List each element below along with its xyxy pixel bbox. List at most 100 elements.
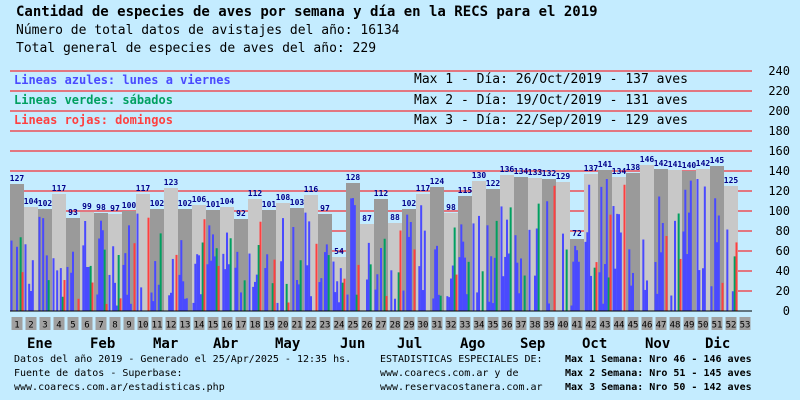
week-number-box [11,317,23,330]
week-value-label: 98 [96,203,106,212]
week-number-label: 37 [516,321,527,331]
y-tick-label: 140 [768,164,790,178]
week-number-label: 17 [236,321,247,331]
week-number-label: 18 [250,321,261,331]
week-number-label: 9 [126,321,131,331]
week-number-label: 32 [446,321,457,331]
week-bar [710,166,724,311]
week-number-box [25,317,37,330]
week-value-label: 123 [164,178,179,187]
week-number-label: 2 [28,321,33,331]
week-number-label: 30 [418,321,429,331]
week-value-label: 146 [640,155,655,164]
week-number-box [557,317,569,330]
week-number-label: 31 [432,321,443,331]
week-value-label: 115 [458,186,473,195]
week-value-label: 102 [150,199,165,208]
week-bar [164,188,178,311]
week-number-box [641,317,653,330]
week-number-label: 51 [712,321,723,331]
max-week-3: Max 3 Semana: Nro 50 - 142 aves [565,382,752,393]
week-number-label: 25 [348,321,359,331]
week-value-label: 141 [668,160,683,169]
legend-green: Lineas verdes: sábados [14,93,173,107]
week-number-box [389,317,401,330]
week-number-box [291,317,303,330]
week-number-box [585,317,597,330]
week-value-label: 102 [402,199,417,208]
week-bar [654,169,668,311]
week-value-label: 129 [556,172,571,181]
week-number-box [277,317,289,330]
max-day-1: Max 1 - Día: 26/Oct/2019 - 137 aves [414,72,688,87]
week-number-label: 45 [628,321,639,331]
week-number-label: 21 [292,321,303,331]
week-number-label: 49 [684,321,695,331]
week-number-box [193,317,205,330]
week-value-label: 125 [724,176,739,185]
week-value-label: 128 [346,173,361,182]
week-value-label: 97 [110,204,120,213]
week-value-label: 127 [10,174,25,183]
week-number-label: 33 [460,321,471,331]
y-tick-label: 120 [768,184,790,198]
week-number-box [319,317,331,330]
week-number-label: 8 [112,321,117,331]
week-value-label: 142 [654,159,669,168]
week-number-box [739,317,751,330]
week-number-box [473,317,485,330]
footer-generated: Datos del año 2019 - Generado el 25/Apr/… [14,354,352,365]
week-value-label: 145 [710,156,725,165]
max-day-3: Max 3 - Día: 22/Sep/2019 - 129 aves [414,113,688,128]
week-value-label: 101 [262,200,277,209]
week-number-label: 20 [278,321,289,331]
footer-site-2: www.reservacostanera.com.ar [380,382,543,393]
week-number-box [235,317,247,330]
week-value-label: 140 [682,161,697,170]
y-tick-label: 220 [768,84,790,98]
week-number-label: 15 [208,321,219,331]
week-value-label: 117 [416,184,431,193]
week-number-box [529,317,541,330]
week-value-label: 136 [500,165,515,174]
y-tick-label: 40 [776,264,790,278]
week-number-box [459,317,471,330]
week-value-label: 54 [334,247,344,256]
week-number-label: 10 [138,321,149,331]
week-number-box [305,317,317,330]
week-number-label: 38 [530,321,541,331]
y-tick-label: 80 [776,224,790,238]
week-number-box [207,317,219,330]
footer-site-1: www.coarecs.com.ar y de [380,368,519,379]
week-value-label: 134 [514,167,529,176]
week-number-label: 43 [600,321,611,331]
week-number-label: 35 [488,321,499,331]
total-species: Total general de especies de aves del añ… [16,41,377,56]
week-number-label: 4 [56,321,61,331]
week-number-box [445,317,457,330]
week-number-box [95,317,107,330]
week-value-label: 133 [528,168,543,177]
month-label: Oct [582,336,607,352]
week-number-box [361,317,373,330]
y-tick-label: 20 [776,284,790,298]
week-number-box [137,317,149,330]
week-number-box [151,317,163,330]
week-number-box [165,317,177,330]
week-number-label: 23 [320,321,331,331]
week-number-box [375,317,387,330]
week-number-label: 47 [656,321,667,331]
chart-title: Cantidad de especies de aves por semana … [16,4,598,20]
week-number-label: 1 [14,321,19,331]
month-label: Jul [397,336,422,352]
week-value-label: 124 [430,177,445,186]
week-value-label: 134 [612,167,627,176]
week-number-label: 41 [572,321,583,331]
week-value-label: 122 [486,179,501,188]
month-label: Feb [90,336,115,352]
week-number-label: 5 [70,321,75,331]
week-value-label: 108 [276,193,291,202]
week-number-box [53,317,65,330]
week-number-label: 52 [726,321,737,331]
